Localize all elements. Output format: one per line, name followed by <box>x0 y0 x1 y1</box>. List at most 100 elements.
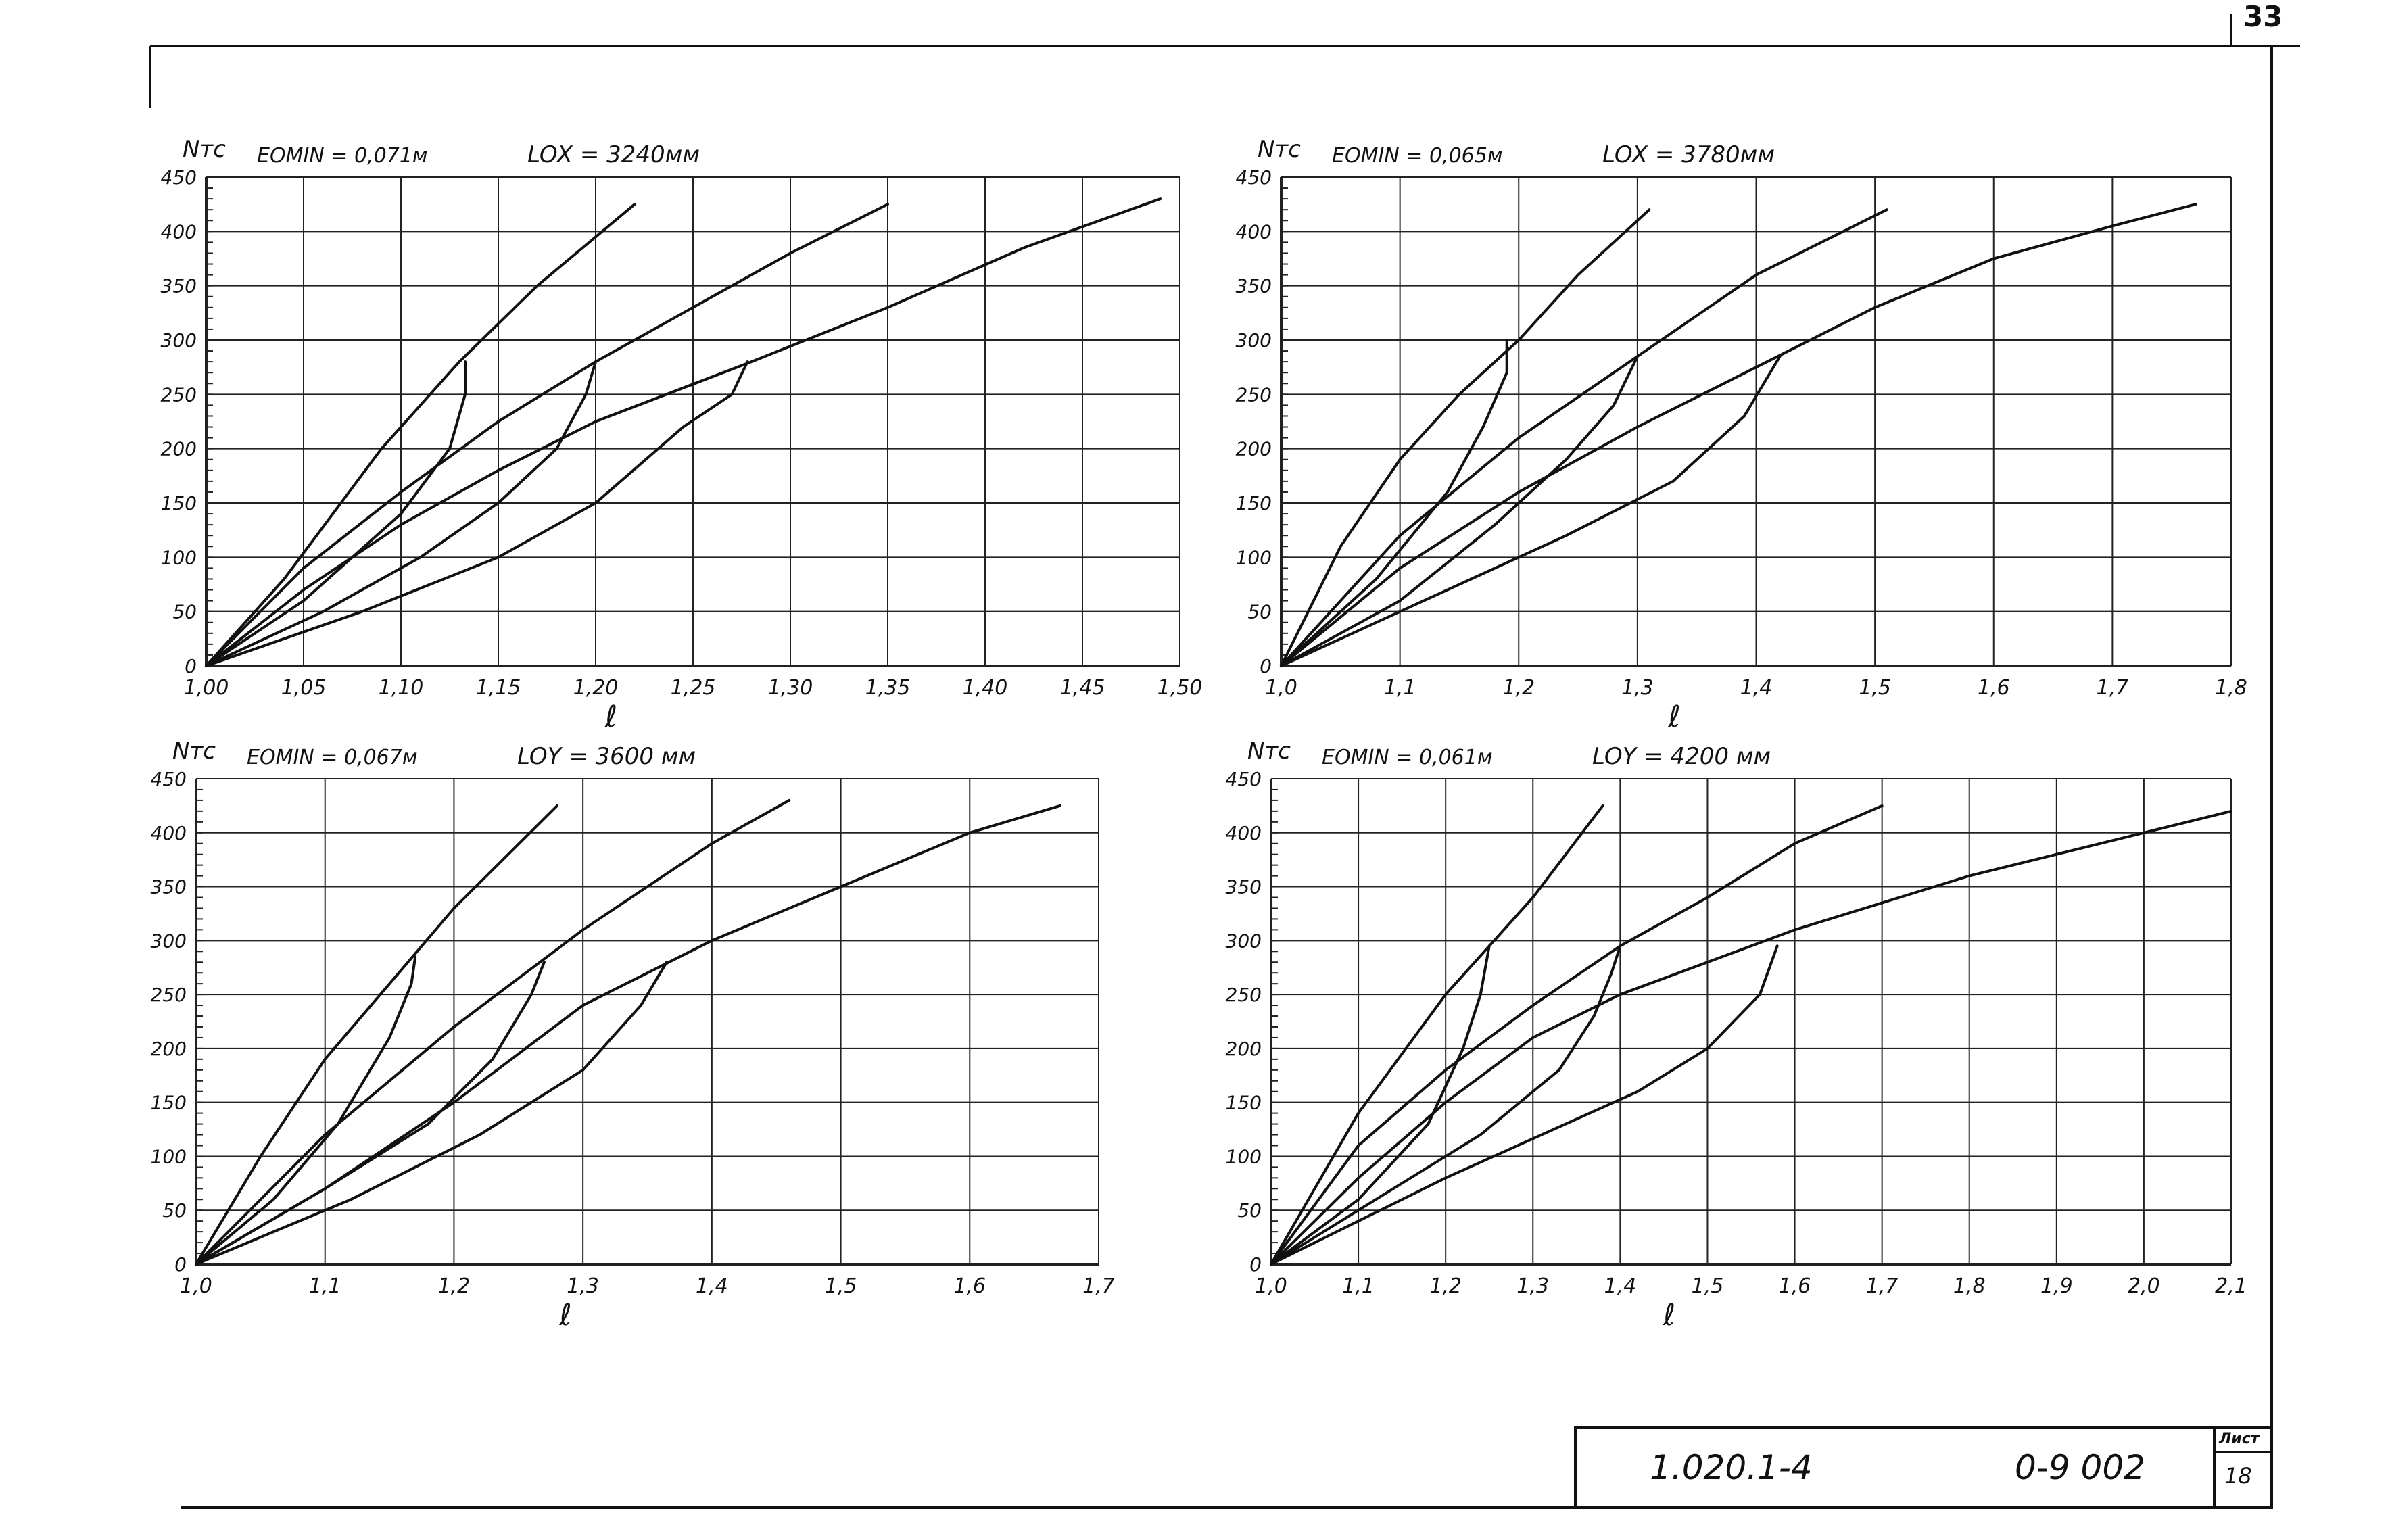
series-line-2 <box>1270 804 1884 1266</box>
x-tick-label: 1,5 <box>1859 676 1891 700</box>
param-left-label: EOMIN = 0,065м <box>1332 144 1502 168</box>
y-tick-label: 250 <box>1236 383 1272 406</box>
y-tick-label: 400 <box>1236 220 1272 243</box>
x-tick-label: 1,6 <box>1779 1274 1811 1298</box>
y-tick-label: 50 <box>162 1199 187 1222</box>
x-tick-label: 1,15 <box>476 676 521 700</box>
param-left-label: EOMIN = 0,071м <box>257 144 427 168</box>
y-tick-label: 150 <box>161 492 197 514</box>
x-tick-label: 1,1 <box>1384 676 1416 700</box>
y-tick-label: 400 <box>151 822 187 844</box>
y-tick-label: 350 <box>161 275 197 297</box>
x-tick-label: 1,1 <box>309 1274 341 1298</box>
sheet-label: Лист <box>2219 1430 2260 1447</box>
x-tick-label: 1,2 <box>1429 1274 1462 1298</box>
param-left-label: EOMIN = 0,067м <box>247 746 417 769</box>
y-tick-label: 400 <box>1226 822 1262 844</box>
x-tick-label: 1,7 <box>1866 1274 1899 1298</box>
series-line-3 <box>205 197 1162 667</box>
y-tick-label: 100 <box>1226 1145 1262 1168</box>
sheet-number: 18 <box>2224 1463 2252 1489</box>
y-tick-label: 300 <box>1236 329 1272 352</box>
param-right-label: LOY = 4200 мм <box>1592 743 1771 770</box>
y-tick-label: 300 <box>151 930 187 952</box>
x-tick-label: 1,00 <box>184 676 229 700</box>
x-tick-label: 1,9 <box>2040 1274 2073 1298</box>
x-tick-label: 1,6 <box>953 1274 986 1298</box>
x-tick-label: 1,0 <box>180 1274 212 1298</box>
series-line-4 <box>205 360 467 667</box>
x-tick-label: 1,40 <box>963 676 1008 700</box>
x-tick-label: 1,50 <box>1157 676 1203 700</box>
param-left-label: EOMIN = 0,061м <box>1322 746 1492 769</box>
x-tick-label: 2,1 <box>2215 1274 2247 1298</box>
x-tick-label: 1,35 <box>865 676 911 700</box>
series-line-5 <box>205 360 597 667</box>
x-tick-label: 1,7 <box>1082 1274 1115 1298</box>
y-tick-label: 250 <box>161 383 197 406</box>
x-tick-label: 1,5 <box>825 1274 857 1298</box>
y-axis-label: Nтс <box>183 136 226 163</box>
y-tick-label: 400 <box>161 220 197 243</box>
param-right-label: LOY = 3600 мм <box>517 743 696 770</box>
y-tick-label: 300 <box>1226 930 1262 952</box>
x-tick-label: 1,7 <box>2097 676 2129 700</box>
x-tick-label: 1,3 <box>1621 676 1654 700</box>
series-line-2 <box>205 203 889 667</box>
y-tick-label: 250 <box>151 984 187 1006</box>
y-tick-label: 350 <box>1226 876 1262 898</box>
document-code: 1.020.1-4 <box>1650 1448 1813 1487</box>
y-axis-label: Nтс <box>172 738 216 765</box>
y-tick-label: 50 <box>172 601 197 623</box>
title-block <box>1574 1426 2273 1509</box>
x-tick-label: 1,10 <box>379 676 424 700</box>
y-tick-label: 450 <box>151 768 187 790</box>
series-line-1 <box>1280 208 1651 667</box>
y-tick-label: 200 <box>151 1038 187 1060</box>
y-tick-label: 200 <box>161 438 197 460</box>
y-tick-label: 0 <box>1249 1253 1262 1276</box>
x-tick-label: 1,4 <box>1740 676 1773 700</box>
series-line-2 <box>195 798 791 1266</box>
y-tick-label: 150 <box>1226 1092 1262 1114</box>
x-tick-label: 1,2 <box>438 1274 471 1298</box>
series-line-3 <box>1280 203 2197 667</box>
y-tick-label: 300 <box>161 329 197 352</box>
y-tick-label: 0 <box>174 1253 187 1276</box>
x-axis-label: ℓ <box>559 1298 572 1332</box>
x-tick-label: 1,20 <box>573 676 619 700</box>
x-tick-label: 1,45 <box>1060 676 1105 700</box>
y-tick-label: 200 <box>1226 1038 1262 1060</box>
x-tick-label: 1,4 <box>696 1274 728 1298</box>
y-axis-label: Nтс <box>1258 136 1301 163</box>
y-tick-label: 450 <box>161 166 197 189</box>
page-number: 33 <box>2243 0 2283 33</box>
x-tick-label: 1,05 <box>281 676 327 700</box>
series-line-4 <box>1280 339 1508 667</box>
x-tick-label: 1,8 <box>1953 1274 1986 1298</box>
series-line-6 <box>1270 944 1779 1266</box>
series-line-6 <box>1280 355 1782 667</box>
x-tick-label: 1,30 <box>768 676 813 700</box>
y-tick-label: 350 <box>1236 275 1272 297</box>
y-tick-label: 0 <box>1260 655 1272 677</box>
x-tick-label: 1,2 <box>1502 676 1535 700</box>
y-tick-label: 0 <box>185 655 197 677</box>
x-tick-label: 1,25 <box>671 676 716 700</box>
x-tick-label: 1,6 <box>1978 676 2010 700</box>
series-line-1 <box>195 804 558 1266</box>
y-tick-label: 250 <box>1226 984 1262 1006</box>
y-tick-label: 100 <box>161 546 197 569</box>
x-tick-label: 1,3 <box>567 1274 599 1298</box>
x-tick-label: 1,3 <box>1517 1274 1549 1298</box>
x-tick-label: 1,0 <box>1255 1274 1287 1298</box>
series-line-6 <box>205 360 749 667</box>
y-tick-label: 450 <box>1226 768 1262 790</box>
series-line-2 <box>1280 208 1888 667</box>
series-line-4 <box>195 955 417 1266</box>
y-tick-label: 150 <box>1236 492 1272 514</box>
x-axis-label: ℓ <box>604 700 617 734</box>
y-tick-label: 50 <box>1237 1199 1262 1222</box>
